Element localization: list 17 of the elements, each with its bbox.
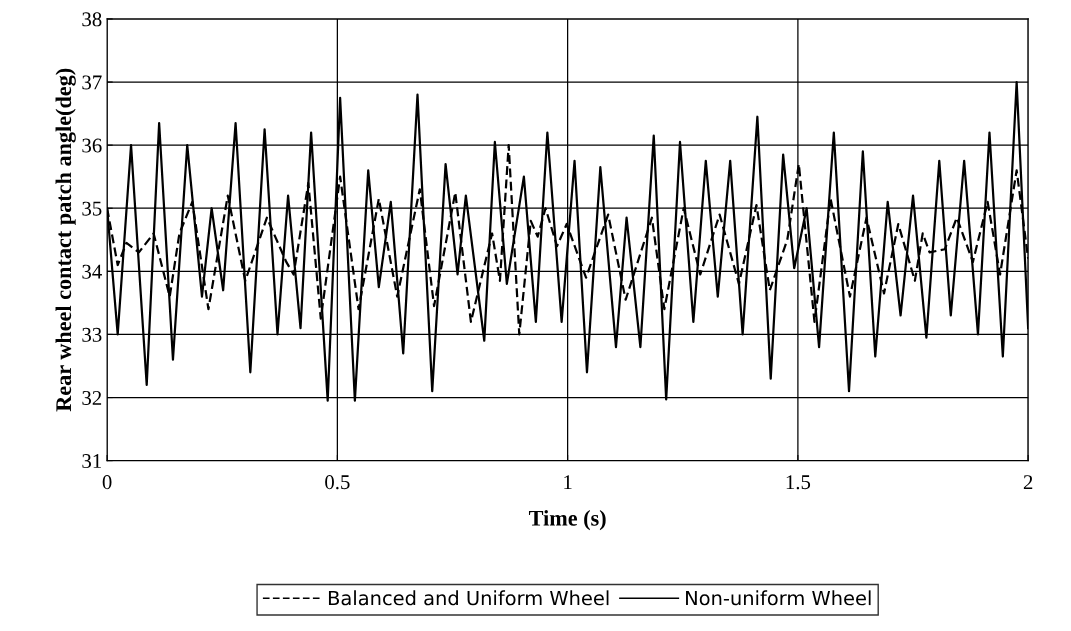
legend-label: Balanced and Uniform Wheel [328,590,609,606]
x-axis-title: Time (s) [528,510,606,531]
y-tick-label: 35 [82,201,102,216]
y-tick-label: 33 [82,327,102,342]
x-tick-label: 0.5 [325,475,350,490]
legend-label: Non-uniform Wheel [686,590,871,606]
y-tick-label: 31 [82,454,101,469]
y-tick-label: 34 [82,264,102,279]
y-tick-label: 36 [82,138,102,153]
x-tick-label: 1.5 [786,475,811,490]
y-tick-label: 32 [82,390,102,405]
x-tick-label: 2 [1023,475,1033,489]
y-axis-title: Rear wheel contact patch angle(deg) [55,68,76,412]
x-tick-label: 1 [564,475,572,489]
y-tick-label: 38 [82,12,102,27]
y-tick-label: 37 [82,75,102,90]
x-tick-label: 0 [102,475,112,490]
